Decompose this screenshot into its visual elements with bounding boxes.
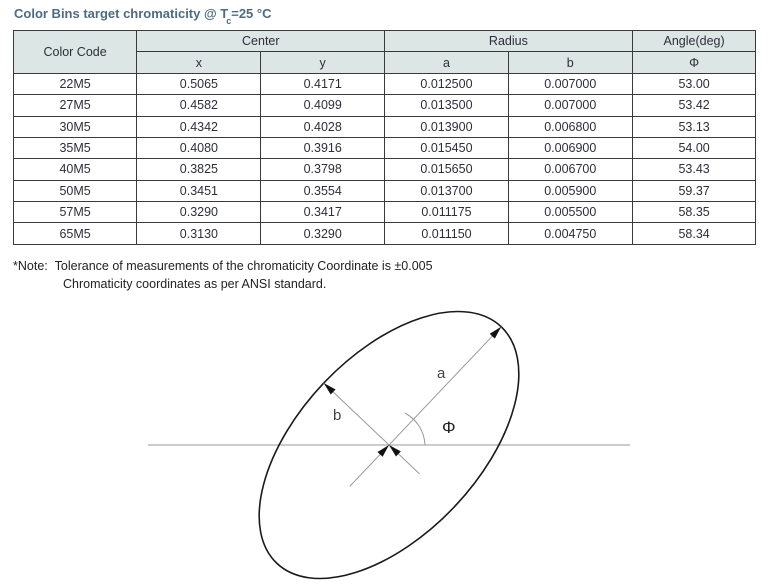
svg-text:Φ: Φ: [442, 418, 456, 437]
svg-text:b: b: [333, 407, 341, 424]
svg-text:a: a: [437, 365, 446, 382]
